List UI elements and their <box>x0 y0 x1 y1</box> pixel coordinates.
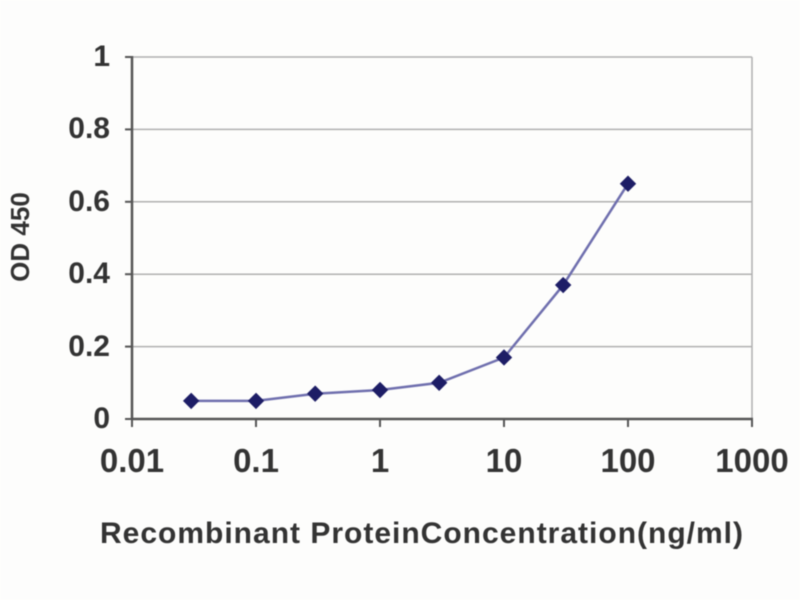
y-axis-title: OD 450 <box>5 192 35 282</box>
x-tick-label: 10 <box>485 442 523 479</box>
data-point-marker <box>430 374 448 392</box>
data-point-marker <box>554 276 572 294</box>
x-tick-label: 1 <box>370 442 390 479</box>
x-axis-title: Recombinant ProteinConcentration(ng/ml) <box>99 517 744 550</box>
x-tick-label: 100 <box>600 442 656 479</box>
y-tick-label: 1 <box>93 40 110 73</box>
y-tick-label: 0.6 <box>68 185 110 218</box>
data-point-marker <box>182 392 200 410</box>
y-tick-label: 0.2 <box>68 330 110 363</box>
x-tick-label: 0.1 <box>233 442 279 479</box>
data-point-marker <box>247 392 265 410</box>
x-tick-label: 1000 <box>715 442 789 479</box>
y-tick-label: 0 <box>93 402 110 435</box>
data-point-marker <box>619 175 637 192</box>
data-point-marker <box>371 381 389 399</box>
y-tick-label: 0.4 <box>68 257 110 290</box>
y-tick-label: 0.8 <box>68 112 110 145</box>
data-point-marker <box>306 385 324 402</box>
data-point-marker <box>495 349 513 366</box>
series-line <box>191 183 630 403</box>
x-tick-label: 0.01 <box>99 442 165 479</box>
